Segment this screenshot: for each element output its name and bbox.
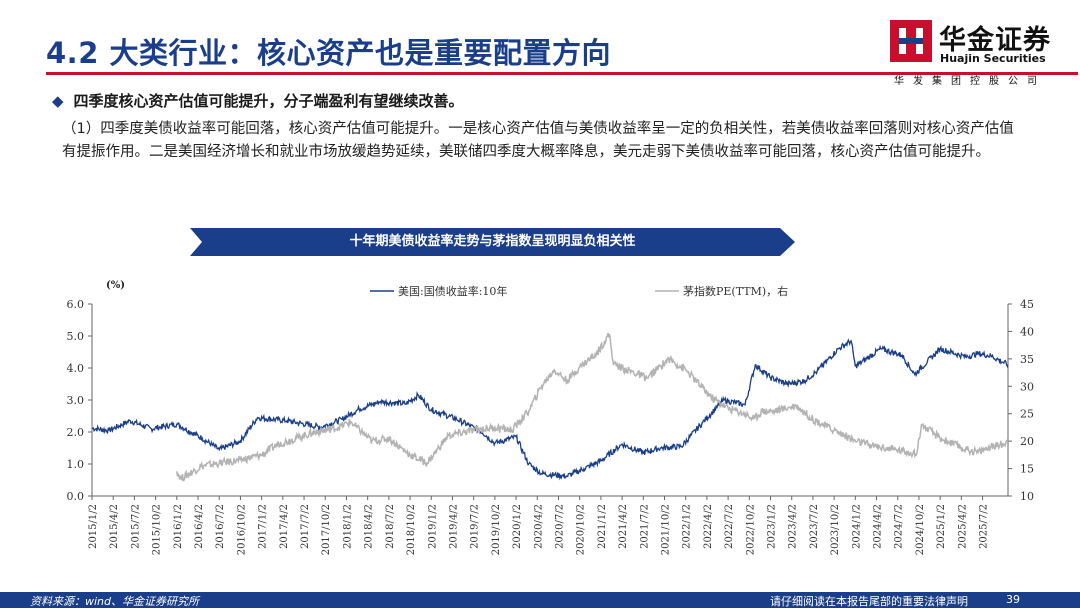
y-axis-unit-label: (%) [106, 280, 125, 291]
page-title: 4.2 大类行业：核心资产也是重要配置方向 [46, 36, 611, 70]
x-tick-label: 2023/4/2 [788, 504, 799, 549]
left-tick-label: 2.0 [67, 426, 85, 439]
x-tick-label: 2020/4/2 [533, 504, 544, 549]
x-tick-label: 2020/7/2 [554, 504, 565, 549]
logo-subtitle: 华发集团控股公司 [894, 76, 1046, 87]
x-tick-label: 2024/1/2 [851, 504, 862, 549]
title-divider [46, 72, 1078, 75]
x-tick-label: 2022/7/2 [724, 504, 735, 549]
x-tick-label: 2024/7/2 [894, 504, 905, 549]
x-tick-label: 2021/1/2 [597, 504, 608, 549]
key-point-text: 四季度核心资产估值可能提升，分子端盈利有望继续改善。 [73, 92, 464, 110]
banner-arrow-shape [190, 228, 795, 256]
logo-english-name: Huajin Securities [940, 52, 1046, 65]
left-tick-label: 6.0 [67, 298, 85, 311]
right-tick-label: 45 [1020, 298, 1034, 311]
x-tick-label: 2017/1/2 [258, 504, 269, 549]
x-tick-label: 2022/1/2 [682, 504, 693, 549]
x-tick-label: 2018/1/2 [342, 504, 353, 549]
x-tick-label: 2021/4/2 [618, 504, 629, 549]
x-tick-label: 2017/10/2 [321, 504, 332, 555]
series-line-mao-index-pe [176, 332, 1009, 482]
x-tick-label: 2017/7/2 [300, 504, 311, 549]
x-tick-label: 2016/10/2 [236, 504, 247, 555]
right-tick-label: 25 [1020, 408, 1034, 421]
series-line-us-10y-yield [91, 338, 1009, 481]
x-tick-label: 2023/7/2 [809, 504, 820, 549]
left-tick-label: 3.0 [67, 394, 85, 407]
x-tick-label: 2021/7/2 [639, 504, 650, 549]
company-logo: 华金证券 Huajin Securities 华发集团控股公司 [890, 18, 1065, 88]
left-tick-label: 4.0 [67, 362, 85, 375]
left-tick-label: 5.0 [67, 330, 85, 343]
left-tick-label: 0.0 [67, 490, 85, 503]
x-tick-label: 2020/10/2 [576, 504, 587, 555]
logo-chinese-name: 华金证券 [939, 25, 1051, 56]
x-tick-label: 2023/1/2 [767, 504, 778, 549]
x-tick-label: 2016/7/2 [215, 504, 226, 549]
left-tick-label: 1.0 [67, 458, 85, 471]
x-tick-label: 2019/10/2 [491, 504, 502, 555]
x-tick-label: 2015/10/2 [152, 504, 163, 555]
x-tick-label: 2019/7/2 [470, 504, 481, 549]
x-tick-label: 2022/10/2 [745, 504, 756, 555]
x-tick-label: 2018/4/2 [364, 504, 375, 549]
x-tick-label: 2016/4/2 [194, 504, 205, 549]
x-tick-label: 2023/10/2 [830, 504, 841, 555]
x-tick-label: 2024/4/2 [873, 504, 884, 549]
key-point: ◆ 四季度核心资产估值可能提升，分子端盈利有望继续改善。 [52, 90, 464, 111]
x-tick-label: 2021/10/2 [661, 504, 672, 555]
right-tick-label: 10 [1020, 490, 1034, 503]
footer-bar [0, 592, 1080, 608]
x-tick-label: 2025/7/2 [979, 504, 990, 549]
right-tick-label: 15 [1020, 463, 1034, 476]
chart-banner: 十年期美债收益率走势与茅指数呈现明显负相关性 [190, 228, 795, 256]
yield-vs-pe-chart: (%) 0.0 1.0 2.0 3.0 4.0 5.0 6.0 10 15 20 25 30 35 40 45… [67, 280, 1035, 555]
x-tick-label: 2016/1/2 [173, 504, 184, 549]
diamond-bullet-icon: ◆ [52, 92, 64, 110]
logo-mark-icon [890, 20, 932, 62]
x-tick-label: 2018/7/2 [385, 504, 396, 549]
x-tick-label: 2025/4/2 [957, 504, 968, 549]
legend-label: 美国:国债收益率:10年 [398, 284, 507, 298]
legend-label: 茅指数PE(TTM)，右 [683, 284, 788, 298]
x-tick-label: 2019/4/2 [448, 504, 459, 549]
x-tick-label: 2018/10/2 [406, 504, 417, 555]
x-tick-label: 2015/7/2 [130, 504, 141, 549]
right-tick-label: 30 [1020, 380, 1034, 393]
x-tick-label: 2025/1/2 [936, 504, 947, 549]
source-note: 资料来源：wind、华金证券研究所 [30, 595, 200, 608]
x-tick-label: 2024/10/2 [915, 504, 926, 555]
right-tick-label: 20 [1020, 435, 1034, 448]
chart-title: 十年期美债收益率走势与茅指数呈现明显负相关性 [349, 234, 636, 249]
x-tick-label: 2022/4/2 [703, 504, 714, 549]
right-tick-label: 40 [1020, 325, 1034, 338]
x-tick-label: 2019/1/2 [427, 504, 438, 549]
x-tick-label: 2017/4/2 [279, 504, 290, 549]
x-tick-label: 2020/1/2 [512, 504, 523, 549]
x-tick-label: 2015/4/2 [109, 504, 120, 549]
legal-disclaimer: 请仔细阅读在本报告尾部的重要法律声明 [770, 595, 968, 608]
page-number: 39 [1006, 593, 1020, 606]
right-tick-label: 35 [1020, 353, 1034, 366]
body-paragraph: （1）四季度美债收益率可能回落，核心资产估值可能提升。一是核心资产估值与美债收益… [62, 121, 1014, 160]
x-tick-label: 2015/1/2 [88, 504, 99, 549]
